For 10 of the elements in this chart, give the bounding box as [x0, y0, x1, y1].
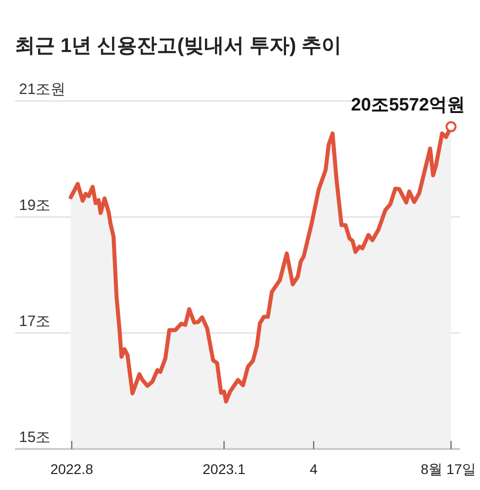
- y-tick-label: 17조: [19, 313, 51, 330]
- y-tick-label: 21조원: [19, 81, 66, 98]
- annotation: 20조5572억원: [350, 94, 466, 115]
- x-tick-label: 8월 17일: [420, 461, 476, 477]
- chart-title: 최근 1년 신용잔고(빚내서 투자) 추이: [15, 35, 342, 57]
- y-tick-label: 15조: [19, 429, 51, 446]
- y-tick-label: 19조: [19, 197, 51, 214]
- x-tick-label: 4: [310, 461, 318, 477]
- x-tick-label: 2023.1: [202, 461, 246, 477]
- x-tick-label: 2022.8: [50, 461, 94, 477]
